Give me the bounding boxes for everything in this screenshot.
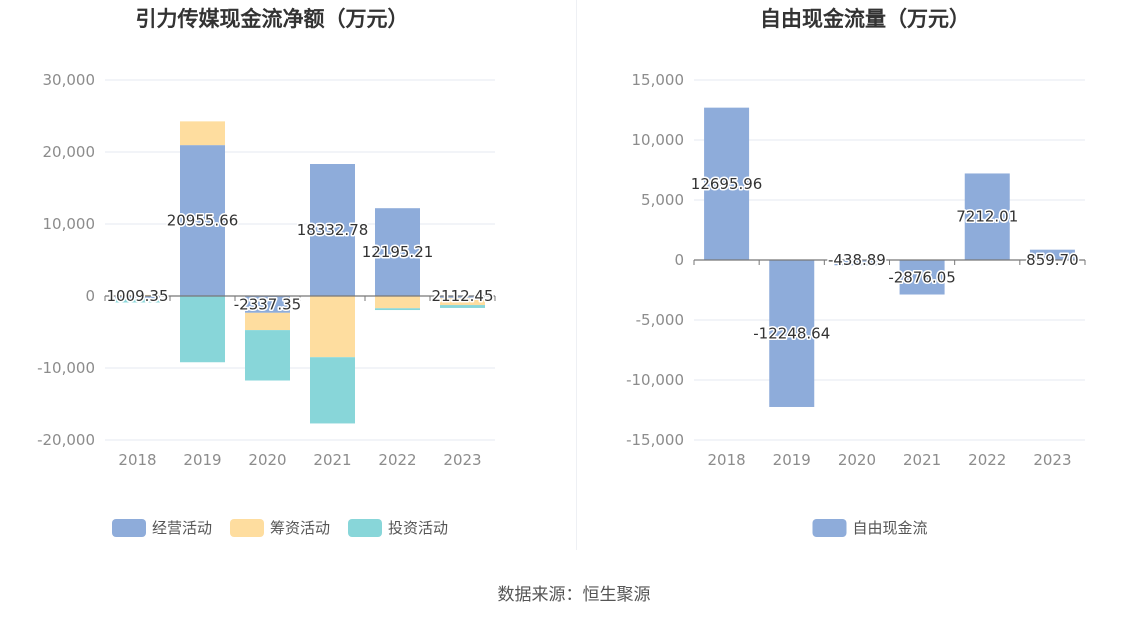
x-tick-label: 2023 [1033,451,1071,469]
chart-divider [576,0,577,550]
y-tick-label: 20,000 [43,143,96,161]
data-label: 2112.45 [431,287,493,305]
data-label: 7212.01 [956,208,1018,226]
chart-title: 自由现金流量（万元） [760,7,970,31]
bar-自由现金流 [704,107,750,260]
x-tick-label: 2022 [378,451,416,469]
legend-label: 自由现金流 [853,519,928,537]
bar-自由现金流 [834,260,880,266]
y-tick-label: 10,000 [632,131,685,149]
bar-经营活动 [375,208,420,296]
data-label: 18332.78 [297,221,369,239]
bar-投资活动 [440,305,485,308]
legend-swatch [112,519,146,537]
data-label: -438.89 [828,251,886,269]
x-tick-label: 2020 [838,451,876,469]
y-tick-label: -5,000 [636,311,684,329]
data-label: 20955.66 [167,212,239,230]
bar-筹资活动 [180,121,225,146]
data-label: 1009.35 [106,287,168,305]
y-tick-label: 5,000 [641,191,684,209]
y-tick-label: 0 [674,251,684,269]
bar-投资活动 [375,308,420,311]
y-tick-label: -10,000 [626,371,684,389]
bar-筹资活动 [440,297,485,306]
bar-自由现金流 [899,260,945,295]
x-tick-label: 2018 [707,451,745,469]
bar-自由现金流 [964,173,1010,260]
bar-经营活动 [245,296,290,313]
bar-筹资活动 [310,296,355,358]
y-tick-label: -15,000 [626,431,684,449]
y-tick-label: 30,000 [43,71,96,89]
x-tick-label: 2022 [968,451,1006,469]
bar-自由现金流 [769,260,815,407]
legend-item-经营活动: 经营活动 [112,519,212,537]
bar-筹资活动 [245,312,290,331]
y-tick-label: -10,000 [37,359,95,377]
x-tick-label: 2018 [118,451,156,469]
legend-label: 投资活动 [388,519,448,537]
bar-投资活动 [115,298,160,303]
legend-swatch [812,519,847,537]
x-tick-label: 2023 [443,451,481,469]
bar-筹资活动 [375,296,420,309]
legend-label: 经营活动 [152,519,212,537]
legend-item-自由现金流: 自由现金流 [812,519,928,537]
bar-自由现金流 [1029,249,1075,260]
legend-swatch [348,519,382,537]
legend-item-投资活动: 投资活动 [348,519,448,537]
chart-title: 引力传媒现金流净额（万元） [136,7,409,31]
x-tick-label: 2019 [773,451,811,469]
bar-经营活动 [115,296,160,299]
bar-经营活动 [310,164,355,296]
y-tick-label: 10,000 [43,215,96,233]
data-label: 12195.21 [362,243,434,261]
y-tick-label: -20,000 [37,431,95,449]
data-label: -12248.64 [753,324,830,342]
bar-投资活动 [310,357,355,424]
data-label: 12695.96 [691,175,763,193]
y-tick-label: 15,000 [632,71,685,89]
x-tick-label: 2019 [183,451,221,469]
data-label: -2337.35 [234,295,301,313]
x-tick-label: 2021 [903,451,941,469]
legend-swatch [230,519,264,537]
legend-item-筹资活动: 筹资活动 [230,519,330,537]
bar-经营活动 [440,296,485,298]
bar-投资活动 [245,330,290,381]
bar-经营活动 [180,145,225,296]
data-label: -2876.05 [888,268,955,286]
legend-label: 筹资活动 [270,519,330,537]
x-tick-label: 2021 [313,451,351,469]
y-tick-label: 0 [85,287,95,305]
bar-投资活动 [180,296,225,363]
chart-free-cashflow: 自由现金流量（万元） -15,000 -10,000 -5,000 0 5,000 10,… [626,7,1086,537]
data-source: 数据来源：恒生聚源 [497,585,651,605]
data-label: 859.70 [1026,251,1079,269]
x-tick-label: 2020 [248,451,286,469]
chart-cashflow-net: 引力传媒现金流净额（万元） -20,000 -10,000 0 10,000 20,00… [37,7,496,537]
